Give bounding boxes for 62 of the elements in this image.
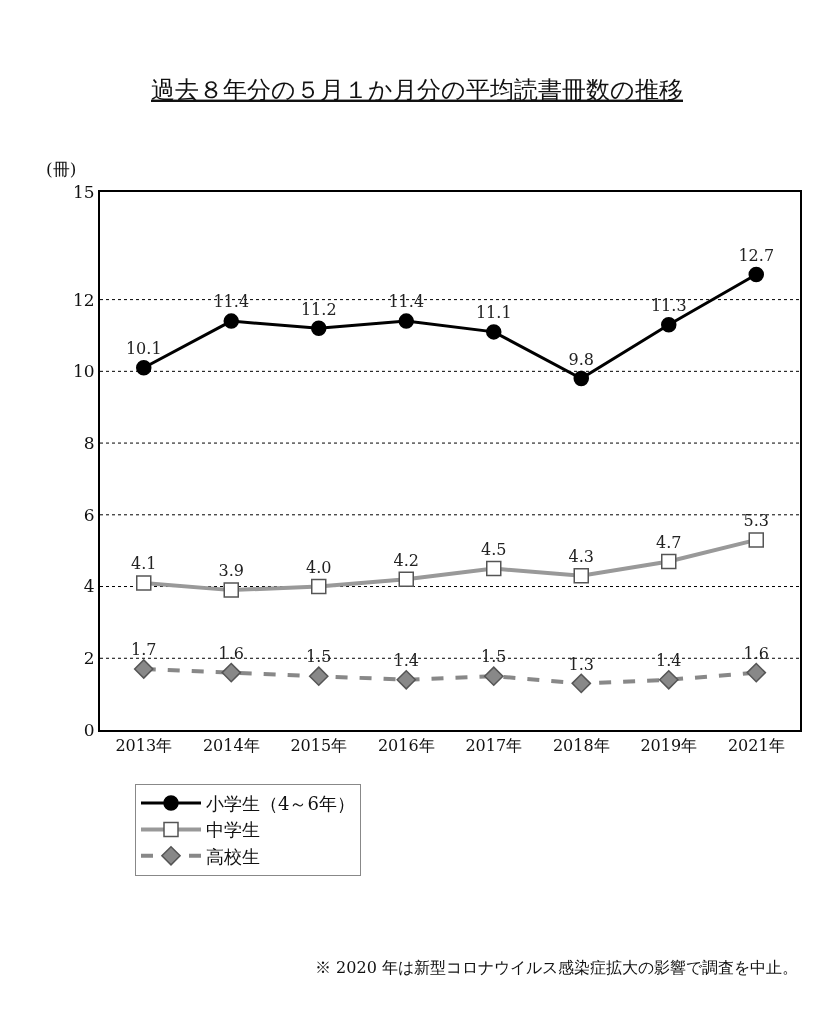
point bbox=[658, 669, 679, 690]
y-tick-label: 6 bbox=[83, 504, 95, 525]
legend-label: 中学生 bbox=[206, 819, 260, 841]
point bbox=[311, 320, 327, 337]
data-label: 1.4 bbox=[656, 651, 682, 671]
data-label: 12.7 bbox=[738, 245, 775, 265]
point bbox=[573, 370, 589, 387]
text: ※ 2020 年は新型コロナウイルス感染症拡大の影響で調査を中止。 bbox=[315, 958, 798, 977]
data-label: 11.3 bbox=[650, 295, 687, 315]
x-tick-label: 2021年 bbox=[727, 736, 785, 756]
y-axis-title: (冊) bbox=[46, 159, 77, 179]
point bbox=[223, 313, 239, 329]
data-label: 10.1 bbox=[125, 339, 162, 358]
point bbox=[571, 673, 592, 694]
chart-title: 過去８年分の５月１か月分の平均読書冊数の推移 bbox=[151, 75, 683, 104]
data-label: 11.1 bbox=[475, 303, 512, 323]
data-label: 4.3 bbox=[568, 547, 594, 567]
y-tick-label: 12 bbox=[72, 289, 95, 310]
point bbox=[661, 316, 677, 333]
data-label: 1.6 bbox=[743, 643, 769, 663]
x-tick-label: 2019年 bbox=[640, 736, 698, 756]
data-label: 4.7 bbox=[656, 532, 682, 552]
data-label: 11.4 bbox=[213, 292, 250, 312]
y-tick-label: 0 bbox=[83, 719, 95, 740]
y-tick-label: 10 bbox=[72, 361, 95, 382]
x-tick-label: 2015年 bbox=[290, 736, 348, 756]
data-label: 1.4 bbox=[393, 651, 419, 671]
point bbox=[136, 360, 152, 376]
data-label: 4.5 bbox=[481, 539, 507, 559]
data-label: 11.4 bbox=[388, 292, 425, 312]
legend-label: 小学生（4～6年） bbox=[206, 793, 355, 815]
data-label: 5.3 bbox=[743, 511, 769, 531]
data-label: 1.5 bbox=[306, 647, 332, 667]
point bbox=[483, 666, 504, 687]
data-label: 4.0 bbox=[306, 557, 332, 577]
data-label: 1.7 bbox=[131, 640, 157, 660]
y-tick-label: 4 bbox=[83, 576, 95, 597]
legend-label: 高校生 bbox=[206, 845, 260, 867]
point bbox=[398, 313, 414, 329]
data-label: 1.5 bbox=[481, 647, 507, 667]
y-tick-label: 2 bbox=[83, 648, 95, 669]
point bbox=[748, 266, 764, 283]
data-label: 11.2 bbox=[300, 299, 337, 319]
point bbox=[308, 666, 329, 687]
y-tick-label: 15 bbox=[72, 181, 95, 202]
x-tick-label: 2018年 bbox=[552, 736, 610, 756]
data-label: 3.9 bbox=[218, 561, 244, 581]
point bbox=[221, 662, 242, 683]
y-tick-label: 8 bbox=[83, 433, 95, 454]
data-label: 4.2 bbox=[393, 550, 419, 570]
point bbox=[746, 662, 767, 683]
x-tick-label: 2017年 bbox=[465, 736, 523, 756]
x-tick-label: 2016年 bbox=[377, 736, 435, 756]
point bbox=[133, 659, 154, 679]
data-label: 1.6 bbox=[218, 643, 244, 663]
data-label: 9.8 bbox=[568, 349, 594, 369]
point bbox=[396, 669, 417, 690]
x-tick-label: 2013年 bbox=[115, 736, 173, 756]
x-tick-label: 2014年 bbox=[202, 736, 260, 756]
data-label: 4.1 bbox=[131, 554, 157, 574]
point bbox=[486, 324, 502, 340]
data-label: 1.3 bbox=[568, 654, 594, 674]
